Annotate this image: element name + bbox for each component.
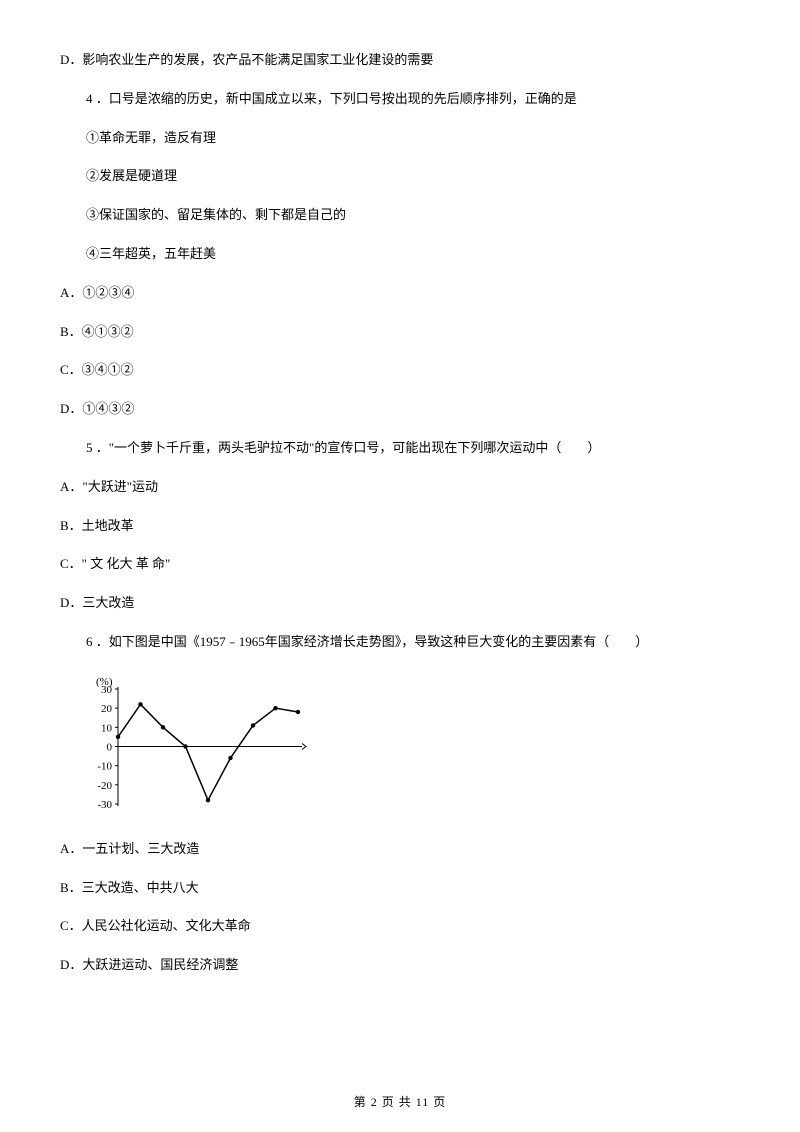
q4-item-1: ①革命无罪，造反有理 [60, 128, 740, 149]
q4-option-b: B．④①③② [60, 322, 740, 343]
q5-option-d: D．三大改造 [60, 593, 740, 614]
q4-item-4: ④三年超英，五年赶美 [60, 244, 740, 265]
svg-text:20: 20 [101, 703, 113, 715]
svg-text:-20: -20 [97, 780, 112, 792]
q4-option-c: C．③④①② [60, 360, 740, 381]
svg-text:30: 30 [101, 684, 113, 696]
q6-option-c: C．人民公社化运动、文化大革命 [60, 916, 740, 937]
svg-text:-30: -30 [97, 799, 112, 811]
q6-stem: 6 ．如下图是中国《1957﹣1965年国家经济增长走势图》，导致这种巨大变化的… [60, 632, 740, 653]
q3-option-d: D．影响农业生产的发展，农产品不能满足国家工业化建设的需要 [60, 50, 740, 71]
chart-svg: (%)3020100-10-20-30 [80, 671, 310, 811]
q4-option-a: A．①②③④ [60, 283, 740, 304]
q5-option-a: A．"大跃进"运动 [60, 477, 740, 498]
economy-chart: (%)3020100-10-20-30 [80, 671, 340, 821]
q4-option-d: D．①④③② [60, 399, 740, 420]
q6-option-a: A．一五计划、三大改造 [60, 839, 740, 860]
q4-item-2: ②发展是硬道理 [60, 166, 740, 187]
page-footer: 第 2 页 共 11 页 [0, 1093, 800, 1110]
q5-option-c: C．" 文 化大 革 命" [60, 554, 740, 575]
svg-text:10: 10 [101, 722, 113, 734]
q5-option-b: B．土地改革 [60, 516, 740, 537]
q4-item-3: ③保证国家的、留足集体的、剩下都是自己的 [60, 205, 740, 226]
svg-text:0: 0 [107, 741, 113, 753]
q6-option-b: B．三大改造、中共八大 [60, 878, 740, 899]
q4-stem: 4 ．口号是浓缩的历史，新中国成立以来，下列口号按出现的先后顺序排列，正确的是 [60, 89, 740, 110]
q6-option-d: D．大跃进运动、国民经济调整 [60, 955, 740, 976]
q5-stem: 5 ．"一个萝卜千斤重，两头毛驴拉不动"的宣传口号，可能出现在下列哪次运动中（ … [60, 438, 740, 459]
svg-text:-10: -10 [97, 760, 112, 772]
